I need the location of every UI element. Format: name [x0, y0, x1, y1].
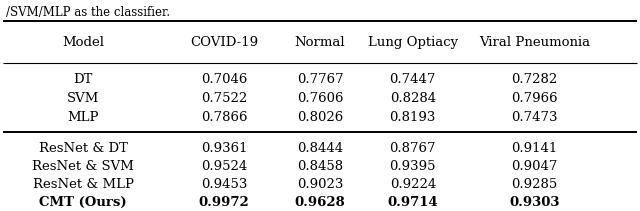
Text: 0.9972: 0.9972 — [198, 196, 250, 209]
Text: 0.9524: 0.9524 — [201, 160, 247, 173]
Text: 0.8026: 0.8026 — [297, 111, 343, 124]
Text: 0.9453: 0.9453 — [201, 178, 247, 191]
Text: 0.9141: 0.9141 — [511, 142, 557, 155]
Text: 0.8444: 0.8444 — [297, 142, 343, 155]
Text: CMT (Ours): CMT (Ours) — [40, 196, 127, 209]
Text: 0.9303: 0.9303 — [509, 196, 559, 209]
Text: 0.7282: 0.7282 — [511, 73, 557, 86]
Text: 0.9224: 0.9224 — [390, 178, 436, 191]
Text: Viral Pneumonia: Viral Pneumonia — [479, 36, 590, 49]
Text: 0.9047: 0.9047 — [511, 160, 557, 173]
Text: 0.9023: 0.9023 — [297, 178, 343, 191]
Text: 0.9285: 0.9285 — [511, 178, 557, 191]
Text: 0.7473: 0.7473 — [511, 111, 557, 124]
Text: 0.8767: 0.8767 — [390, 142, 436, 155]
Text: DT: DT — [74, 73, 93, 86]
Text: Lung Optiacy: Lung Optiacy — [368, 36, 458, 49]
Text: COVID-19: COVID-19 — [190, 36, 258, 49]
Text: MLP: MLP — [67, 111, 99, 124]
Text: 0.8284: 0.8284 — [390, 92, 436, 105]
Text: 0.9395: 0.9395 — [390, 160, 436, 173]
Text: 0.8193: 0.8193 — [390, 111, 436, 124]
Text: Normal: Normal — [294, 36, 346, 49]
Text: 0.9361: 0.9361 — [201, 142, 247, 155]
Text: ResNet & MLP: ResNet & MLP — [33, 178, 134, 191]
Text: ResNet & SVM: ResNet & SVM — [32, 160, 134, 173]
Text: 0.9714: 0.9714 — [387, 196, 438, 209]
Text: 0.7966: 0.7966 — [511, 92, 557, 105]
Text: 0.7866: 0.7866 — [201, 111, 247, 124]
Text: /SVM/MLP as the classifier.: /SVM/MLP as the classifier. — [6, 6, 170, 19]
Text: 0.7447: 0.7447 — [390, 73, 436, 86]
Text: 0.7046: 0.7046 — [201, 73, 247, 86]
Text: ResNet & DT: ResNet & DT — [39, 142, 127, 155]
Text: 0.7767: 0.7767 — [297, 73, 343, 86]
Text: 0.9628: 0.9628 — [294, 196, 346, 209]
Text: 0.7606: 0.7606 — [297, 92, 343, 105]
Text: SVM: SVM — [67, 92, 99, 105]
Text: 0.7522: 0.7522 — [201, 92, 247, 105]
Text: 0.8458: 0.8458 — [297, 160, 343, 173]
Text: Model: Model — [62, 36, 104, 49]
